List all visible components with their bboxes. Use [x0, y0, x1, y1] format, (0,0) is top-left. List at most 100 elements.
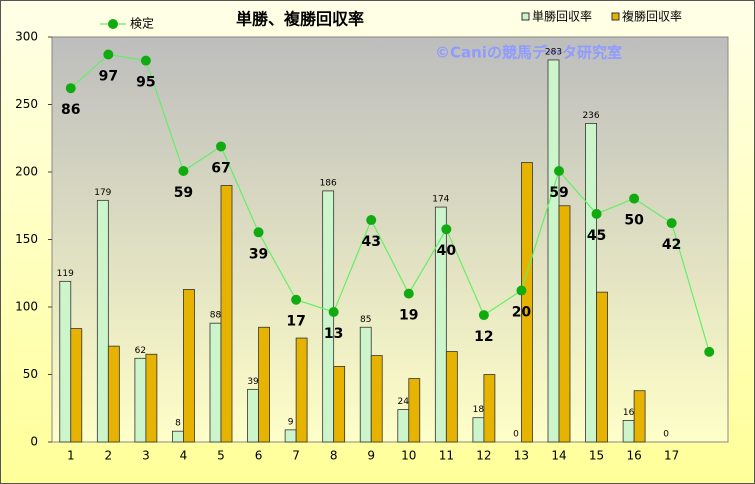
bar	[397, 409, 410, 443]
bar	[333, 365, 346, 443]
line-marker	[666, 218, 677, 229]
bar	[247, 388, 259, 443]
bar	[183, 289, 195, 443]
bar-label: 0	[513, 430, 519, 440]
legend-swatch	[611, 12, 620, 21]
line-marker	[328, 307, 339, 318]
line-label: 13	[324, 326, 343, 342]
x-tick-label: 17	[664, 449, 679, 463]
watermark: ©Caniの競馬データ研究室	[435, 44, 622, 62]
x-tick-label: 13	[514, 449, 529, 463]
x-tick-label: 15	[589, 449, 604, 463]
line-label: 59	[174, 185, 193, 201]
line-label: 67	[211, 160, 230, 176]
x-tick-label: 2	[105, 449, 113, 463]
bar-label: 283	[545, 47, 562, 57]
line-marker	[216, 141, 226, 152]
bar	[633, 390, 646, 443]
bar	[359, 326, 372, 443]
line-marker	[178, 165, 189, 176]
legend-label: 検定	[130, 16, 154, 31]
line-label: 50	[624, 213, 644, 229]
bar	[521, 162, 533, 443]
bar	[258, 326, 270, 443]
line	[70, 53, 710, 353]
chart-title: 単勝、複勝回収率	[236, 10, 364, 29]
y-tick-label: 100	[15, 300, 38, 314]
bar-label: 236	[582, 111, 599, 121]
bar	[596, 291, 608, 443]
bar-label: 0	[663, 430, 669, 440]
x-tick-label: 11	[439, 449, 454, 463]
legend-label: 単勝回収率	[532, 9, 592, 24]
bar-label: 24	[398, 397, 410, 407]
line-label: 45	[587, 228, 606, 244]
line-label: 17	[286, 314, 305, 330]
line-marker	[403, 288, 414, 299]
line-label: 97	[99, 68, 118, 84]
x-tick-label: 16	[626, 449, 641, 463]
y-tick-label: 50	[23, 367, 38, 381]
bar	[284, 429, 297, 443]
line-label: 39	[249, 246, 268, 262]
x-tick-label: 8	[330, 449, 338, 463]
y-tick-label: 0	[30, 435, 38, 449]
line-marker	[516, 285, 527, 296]
bar	[622, 419, 635, 443]
bar	[370, 355, 383, 443]
y-tick-label: 250	[15, 97, 38, 111]
line-marker	[704, 346, 715, 357]
line-label: 19	[399, 308, 418, 324]
bar-label: 174	[432, 195, 449, 205]
line-label: 43	[361, 234, 380, 250]
x-tick-label: 1	[67, 449, 75, 463]
bar	[145, 353, 158, 443]
bar-label: 186	[320, 178, 337, 188]
bar	[59, 280, 72, 443]
bar	[445, 351, 458, 443]
bar	[209, 322, 222, 443]
bar	[70, 328, 83, 443]
x-tick-label: 4	[180, 449, 188, 463]
x-tick-label: 3	[142, 449, 150, 463]
line-label: 20	[512, 305, 532, 321]
line-marker	[629, 193, 640, 204]
line-marker	[140, 55, 151, 66]
x-tick-label: 7	[292, 449, 300, 463]
bar-label: 85	[360, 315, 371, 325]
line-marker	[291, 294, 302, 305]
bar-label: 62	[135, 346, 146, 356]
y-tick-label: 150	[15, 232, 38, 246]
x-tick-label: 6	[255, 449, 263, 463]
line-marker	[103, 49, 114, 60]
bar-label: 8	[175, 419, 181, 429]
line-label: 42	[662, 237, 681, 253]
y-tick-label: 300	[15, 30, 38, 44]
line-label: 59	[549, 185, 568, 201]
bar-label: 9	[288, 417, 294, 427]
line-label: 86	[61, 102, 80, 118]
line-label: 12	[474, 329, 493, 345]
bar	[408, 378, 421, 443]
x-tick-label: 5	[217, 449, 225, 463]
line-marker	[65, 83, 76, 94]
bar	[472, 417, 485, 443]
bar	[547, 59, 560, 443]
bar	[134, 357, 147, 443]
legend-marker	[108, 19, 118, 29]
x-tick-label: 9	[367, 449, 375, 463]
bar	[434, 206, 447, 443]
line-marker	[478, 310, 489, 321]
line-marker	[366, 215, 377, 226]
bar	[483, 374, 496, 443]
bar-label: 39	[247, 377, 259, 387]
line-marker	[441, 224, 452, 235]
plot-area	[51, 36, 729, 443]
bar	[295, 337, 308, 443]
x-tick-label: 14	[551, 449, 566, 463]
bar	[172, 430, 184, 443]
x-tick-label: 10	[401, 449, 416, 463]
x-tick-label: 12	[476, 449, 491, 463]
y-tick-label: 200	[15, 165, 38, 179]
